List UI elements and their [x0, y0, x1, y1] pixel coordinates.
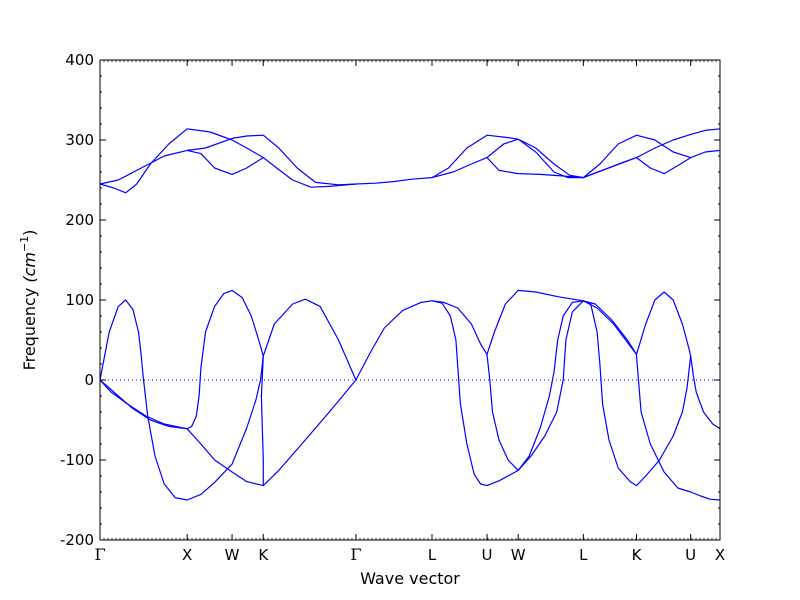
y-tick-label: 0 — [84, 371, 94, 389]
x-tick-label: Γ — [94, 545, 105, 564]
y-tick-label: 200 — [65, 211, 94, 229]
phonon-branch-10 — [99, 128, 356, 194]
y-axis-label-main: Frequency — [20, 283, 39, 371]
x-axis-label: Wave vector — [360, 569, 460, 588]
y-axis-label-unit: (cm — [20, 252, 39, 283]
plot-area — [100, 60, 720, 540]
phonon-branch-7 — [486, 289, 584, 355]
phonon-branch-3 — [186, 289, 264, 430]
x-tick-label: K — [632, 546, 643, 564]
phonon-branch-13 — [355, 134, 721, 185]
phonon-branch-9 — [583, 300, 692, 487]
phonon-branch-5 — [260, 355, 264, 486]
x-tick-label: X — [715, 546, 725, 564]
y-tick-label: 400 — [65, 51, 94, 69]
phonon-branch-2 — [99, 379, 357, 487]
y-axis-label: Frequency (cm−1) — [18, 230, 39, 371]
y-axis-label-close: ) — [20, 230, 39, 236]
phonon-branch-12 — [186, 149, 264, 175]
y-tick-label: -100 — [60, 451, 94, 469]
phonon-branch-8 — [635, 291, 721, 430]
x-tick-label: L — [579, 546, 588, 564]
x-tick-label: L — [428, 546, 437, 564]
y-tick-label: 300 — [65, 131, 94, 149]
x-tick-label: Γ — [350, 545, 361, 564]
plot-frame — [99, 59, 721, 541]
x-tick-label: W — [225, 546, 240, 564]
phonon-branch-15 — [486, 157, 692, 179]
x-tick-label: X — [182, 546, 192, 564]
phonon-branch-11 — [99, 134, 356, 186]
phonon-branch-4 — [99, 379, 188, 430]
phonon-branch-14 — [431, 128, 721, 179]
y-tick-label: 100 — [65, 291, 94, 309]
x-tick-label: K — [258, 546, 269, 564]
x-tick-label: U — [482, 546, 493, 564]
y-tick-label: -200 — [60, 531, 94, 549]
phonon-branch-6 — [431, 300, 638, 471]
x-tick-label: W — [511, 546, 526, 564]
x-tick-label: U — [685, 546, 696, 564]
y-axis-label-exp: −1 — [18, 236, 31, 252]
